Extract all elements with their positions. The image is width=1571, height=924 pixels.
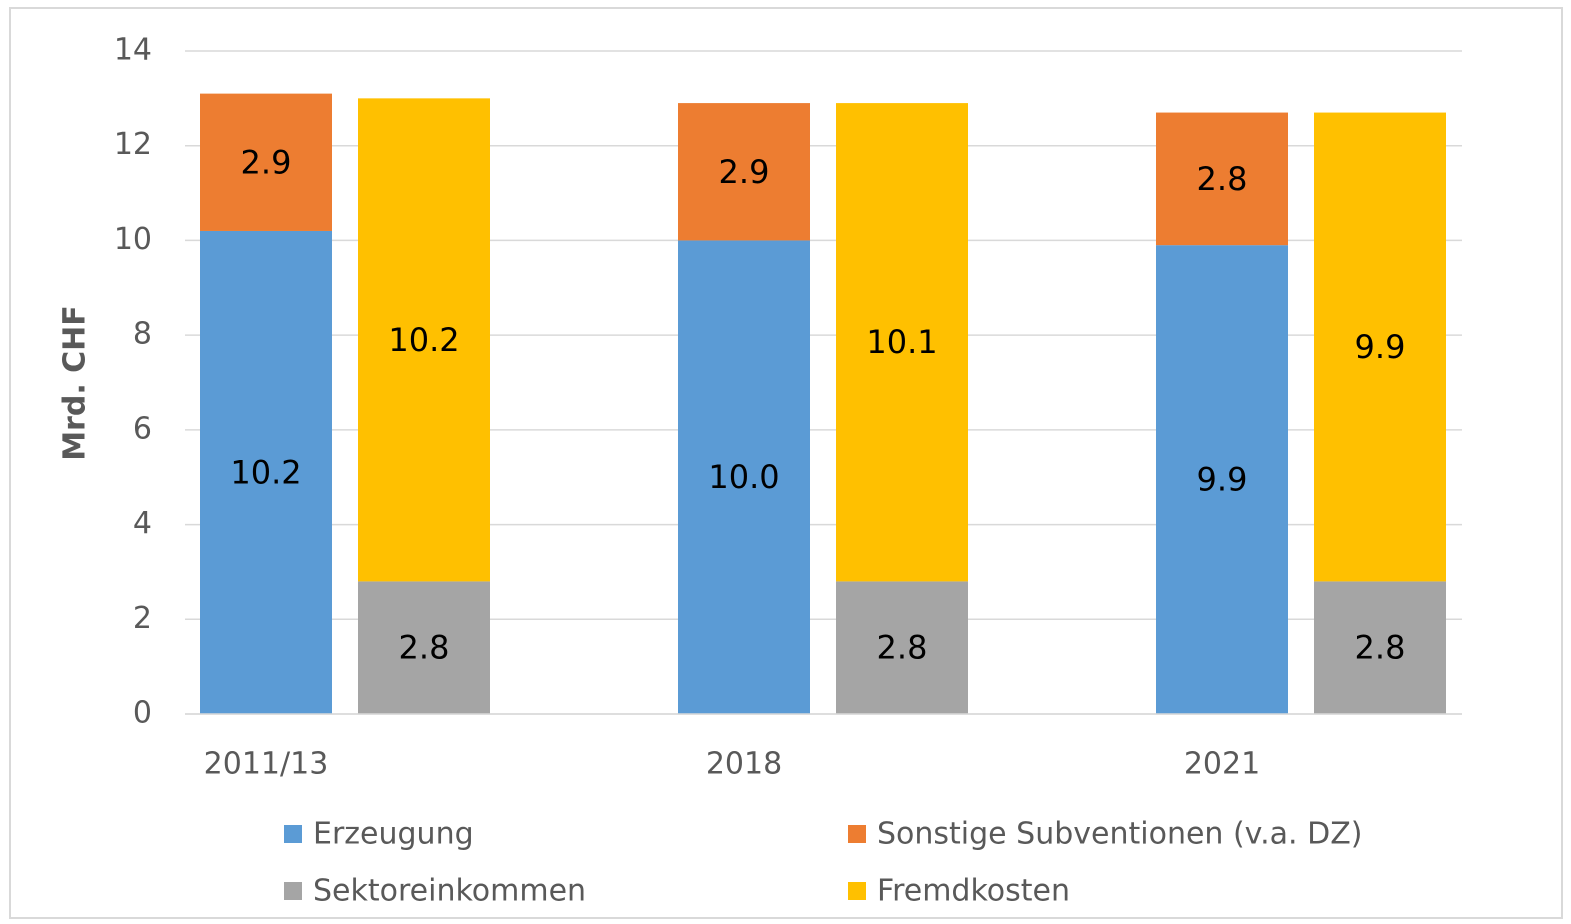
legend-swatch (848, 825, 866, 843)
data-label: 9.9 (1355, 328, 1406, 366)
legend-label: Erzeugung (313, 817, 474, 852)
x-tick-label: 2011/13 (204, 747, 329, 782)
y-tick-label: 0 (133, 696, 152, 731)
bar-segment (1156, 112, 1288, 246)
data-label: 2.8 (877, 629, 928, 667)
legend-label: Sonstige Subventionen (v.a. DZ) (877, 817, 1362, 852)
y-tick-label: 2 (133, 601, 152, 636)
bar-segment (1314, 112, 1446, 582)
data-label: 2.9 (241, 143, 292, 181)
legend-swatch (284, 882, 302, 900)
data-label: 9.9 (1197, 461, 1248, 499)
data-label: 2.8 (399, 629, 450, 667)
y-tick-label: 14 (114, 33, 152, 68)
bar-segment (678, 240, 810, 714)
data-label: 10.2 (388, 321, 459, 359)
x-tick-label: 2021 (1184, 747, 1260, 782)
y-tick-label: 12 (114, 127, 152, 162)
legend-swatch (284, 825, 302, 843)
bar-segment (1314, 581, 1446, 714)
legend-label: Sektoreinkommen (313, 874, 586, 909)
bar-segment (358, 98, 490, 582)
bar-segment (358, 581, 490, 714)
data-label: 10.2 (230, 453, 301, 491)
y-tick-label: 4 (133, 506, 152, 541)
data-label: 10.0 (708, 458, 779, 496)
legend-swatch (848, 882, 866, 900)
data-label: 2.9 (719, 153, 770, 191)
y-axis-title: Mrd. CHF (58, 305, 93, 461)
bar-segment (1156, 245, 1288, 714)
y-tick-label: 8 (133, 317, 152, 352)
bar-segment (200, 93, 332, 231)
data-label: 2.8 (1197, 160, 1248, 198)
legend-label: Fremdkosten (877, 874, 1070, 909)
y-tick-label: 6 (133, 411, 152, 446)
bar-segment (836, 581, 968, 714)
x-tick-label: 2018 (706, 747, 782, 782)
bar-segment (836, 103, 968, 582)
data-label: 10.1 (866, 323, 937, 361)
y-tick-label: 10 (114, 222, 152, 257)
bar-segment (200, 230, 332, 714)
bar-segment (678, 103, 810, 241)
data-label: 2.8 (1355, 629, 1406, 667)
